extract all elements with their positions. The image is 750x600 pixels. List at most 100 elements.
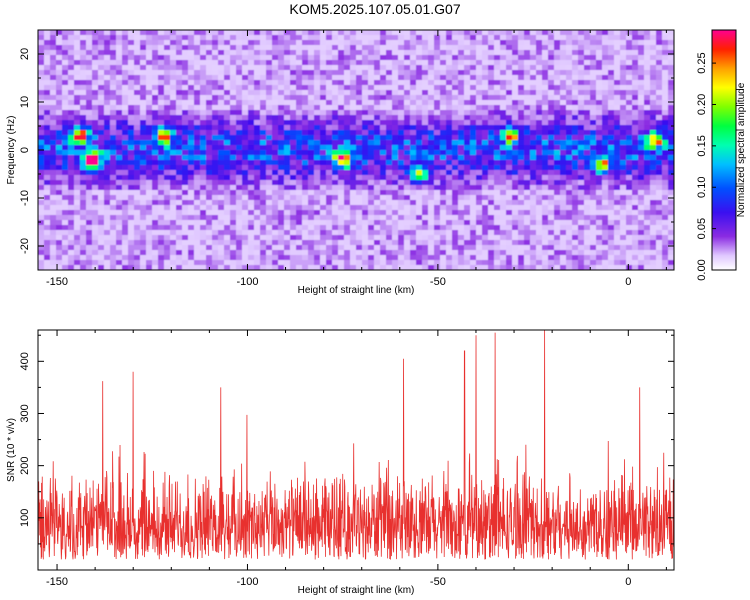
spectrogram-cell: [458, 30, 465, 36]
spectrogram-cell: [176, 250, 183, 256]
spectrogram-cell: [464, 215, 471, 221]
spectrogram-cell: [326, 75, 333, 81]
spectrogram-cell: [170, 80, 177, 86]
spectrogram-cell: [62, 160, 69, 166]
spectrogram-cell: [656, 245, 663, 251]
spectrogram-cell: [398, 180, 405, 186]
spectrogram-cell: [92, 75, 99, 81]
spectrogram-cell: [560, 190, 567, 196]
spectrogram-cell: [662, 190, 669, 196]
spectrogram-cell: [242, 245, 249, 251]
spectrogram-cell: [668, 180, 674, 186]
spectrogram-cell: [410, 220, 417, 226]
spectrogram-cell: [158, 75, 165, 81]
spectrogram-cell: [554, 140, 561, 146]
spectrogram-cell: [602, 60, 609, 66]
spectrogram-cell: [134, 120, 141, 126]
spectrogram-cell: [260, 250, 267, 256]
spectrogram-cell: [50, 55, 57, 61]
spectrogram-cell: [98, 95, 105, 101]
spectrogram-cell: [44, 35, 51, 41]
spectrogram-cell: [122, 45, 129, 51]
spectrogram-cell: [338, 90, 345, 96]
spectrogram-cell: [38, 260, 45, 266]
spectrogram-cell: [530, 30, 537, 36]
spectrogram-cell: [80, 200, 87, 206]
spectrogram-cell: [50, 110, 57, 116]
spectrogram-cell: [296, 105, 303, 111]
spectrogram-cell: [356, 195, 363, 201]
spectrogram-cell: [392, 115, 399, 121]
spectrogram-cell: [50, 125, 57, 131]
spectrogram-cell: [278, 210, 285, 216]
spectrogram-cell: [584, 80, 591, 86]
spectrogram-cell: [512, 125, 519, 131]
spectrogram-cell: [98, 55, 105, 61]
spectrogram-cell: [644, 135, 651, 141]
spectrogram-cell: [494, 255, 501, 261]
spectrogram-cell: [230, 130, 237, 136]
spectrogram-cell: [554, 235, 561, 241]
spectrogram-cell: [452, 205, 459, 211]
spectrogram-cell: [266, 230, 273, 236]
spectrogram-cell: [530, 180, 537, 186]
spectrogram-cell: [254, 245, 261, 251]
spectrogram-cell: [554, 160, 561, 166]
spectrogram-cell: [596, 175, 603, 181]
spectrogram-cell: [98, 100, 105, 106]
spectrogram-cell: [194, 190, 201, 196]
spectrogram-cell: [572, 30, 579, 36]
spectrogram-cell: [212, 185, 219, 191]
spectrogram-cell: [398, 250, 405, 256]
spectrogram-cell: [80, 140, 87, 146]
spectrogram-cell: [410, 245, 417, 251]
spectrogram-cell: [626, 130, 633, 136]
spectrogram-cell: [638, 155, 645, 161]
spectrogram-cell: [638, 105, 645, 111]
spectrogram-cell: [314, 250, 321, 256]
spectrogram-cell: [638, 100, 645, 106]
spectrogram-cell: [170, 235, 177, 241]
spectrogram-cell: [524, 85, 531, 91]
spectrogram-cell: [182, 95, 189, 101]
spectrogram-cell: [332, 260, 339, 266]
spectrogram-cell: [98, 170, 105, 176]
spectrogram-cell: [416, 165, 423, 171]
spectrogram-cell: [380, 105, 387, 111]
spectrogram-cell: [614, 105, 621, 111]
spectrogram-cell: [374, 30, 381, 36]
spectrogram-cell: [194, 150, 201, 156]
spectrogram-cell: [626, 75, 633, 81]
spectrogram-cell: [602, 85, 609, 91]
spectrogram-cell: [296, 45, 303, 51]
spectrogram-cell: [38, 105, 45, 111]
spectrogram-cell: [590, 50, 597, 56]
spectrogram-cell: [476, 215, 483, 221]
spectrogram-cell: [128, 130, 135, 136]
spectrogram-cell: [572, 245, 579, 251]
spectrogram-cell: [650, 255, 657, 261]
spectrogram-cell: [230, 135, 237, 141]
spectrogram-cell: [98, 130, 105, 136]
spectrogram-cell: [308, 100, 315, 106]
spectrogram-cell: [500, 255, 507, 261]
spectrogram-cell: [530, 250, 537, 256]
spectrogram-cell: [554, 130, 561, 136]
spectrogram-cell: [404, 85, 411, 91]
spectrogram-cell: [368, 175, 375, 181]
spectrogram-cell: [536, 260, 543, 266]
spectrogram-cell: [38, 30, 45, 36]
spectrogram-cell: [590, 155, 597, 161]
spectrogram-cell: [374, 135, 381, 141]
spectrogram-cell: [572, 90, 579, 96]
spectrogram-cell: [146, 85, 153, 91]
spectrogram-cell: [614, 230, 621, 236]
spectrogram-cell: [266, 110, 273, 116]
spectrogram-cell: [200, 100, 207, 106]
spectrogram-cell: [104, 50, 111, 56]
spectrogram-cell: [626, 210, 633, 216]
spectrogram-cell: [560, 125, 567, 131]
spectrogram-cell: [518, 45, 525, 51]
spectrogram-cell: [326, 60, 333, 66]
spectrogram-cell: [584, 105, 591, 111]
